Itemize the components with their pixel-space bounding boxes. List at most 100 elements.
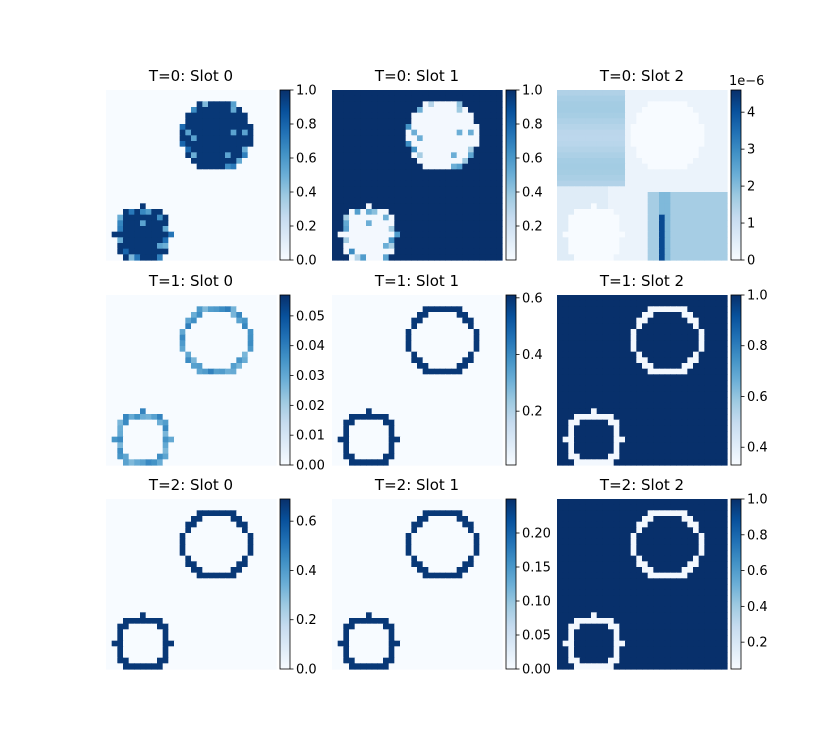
heatmap-cell [202,90,209,97]
heatmap-cell [428,385,435,392]
heatmap-cell [451,192,458,199]
heatmap-cell [106,317,113,324]
colorbar-tick-label: 0.0 [296,254,317,269]
heatmap-cell [123,112,130,119]
heatmap-cell [704,254,711,261]
heatmap-cell [394,112,401,119]
heatmap-cell [428,129,435,136]
heatmap-cell [185,351,192,358]
heatmap-cell [179,175,186,182]
heatmap-cell [247,419,254,426]
heatmap-cell [613,197,620,204]
heatmap-cell [360,329,367,336]
heatmap-cell [394,397,401,404]
heatmap-cell [337,436,344,443]
heatmap-cell [664,363,671,370]
heatmap-cell [608,203,615,210]
heatmap-cell [174,300,181,307]
heatmap-cell [388,186,395,193]
heatmap-cell [445,334,452,341]
heatmap-cell [630,357,637,364]
heatmap-cell [473,101,480,108]
heatmap-cell [456,351,463,358]
heatmap-cell [676,186,683,193]
heatmap-cell [230,408,237,415]
heatmap-cell [490,158,497,165]
heatmap-cell [704,248,711,255]
heatmap-cell [496,436,503,443]
heatmap-cell [698,226,705,233]
heatmap-cell [653,220,660,227]
heatmap-cell [117,169,124,176]
heatmap-cell [371,431,378,438]
heatmap-cell [383,146,390,153]
heatmap-cell [445,243,452,250]
heatmap-cell [253,459,260,466]
heatmap-cell [473,442,480,449]
colorbar-tick-label: 1.0 [296,84,317,99]
heatmap-cell [354,295,361,302]
heatmap-cell [422,340,429,347]
heatmap-cell [647,135,654,142]
heatmap-cell [625,334,632,341]
heatmap-cell [354,209,361,216]
heatmap-cell [168,248,175,255]
heatmap-cell [354,402,361,409]
heatmap-cell [602,175,609,182]
heatmap-cell [253,317,260,324]
heatmap-cell [687,248,694,255]
heatmap-cell [253,118,260,125]
heatmap-cell [462,300,469,307]
heatmap-cell [557,169,564,176]
heatmap-cell [473,220,480,227]
heatmap-cell [111,129,118,136]
heatmap-cell [715,163,722,170]
heatmap-cell [473,158,480,165]
heatmap-cell [608,300,615,307]
heatmap-cell [219,169,226,176]
heatmap-cell [613,158,620,165]
heatmap-cell [439,397,446,404]
heatmap-cell [625,175,632,182]
heatmap-cell [383,374,390,381]
heatmap-cell [630,124,637,131]
heatmap-cell [174,357,181,364]
heatmap-cell [417,408,424,415]
heatmap-cell [591,209,598,216]
heatmap-cell [259,368,266,375]
heatmap-cell [496,220,503,227]
heatmap-cell [253,203,260,210]
heatmap-cell [337,329,344,336]
heatmap-cell [704,95,711,102]
heatmap-cell [168,385,175,392]
heatmap-cell [162,124,169,131]
heatmap-cell [168,186,175,193]
heatmap-cell [236,300,243,307]
heatmap-cell [388,436,395,443]
heatmap-cell [117,380,124,387]
heatmap-cell [191,175,198,182]
colorbar-tick-label: 2 [747,180,755,195]
heatmap-cell [162,169,169,176]
heatmap-cell [636,357,643,364]
heatmap-cell [687,141,694,148]
heatmap-cell [490,346,497,353]
heatmap-cell [366,408,373,415]
heatmap-cell [602,254,609,261]
heatmap-cell [332,124,339,131]
heatmap-cell [360,397,367,404]
heatmap-cell [236,312,243,319]
heatmap-cell [185,329,192,336]
heatmap-cell [140,295,147,302]
heatmap-cell [117,220,124,227]
heatmap-cell [687,357,694,364]
heatmap-cell [185,408,192,415]
heatmap-cell [496,254,503,261]
heatmap-cell [168,419,175,426]
heatmap-cell [676,220,683,227]
heatmap-cell [676,248,683,255]
heatmap-cell [354,374,361,381]
heatmap-cell [230,254,237,261]
heatmap-cell [208,90,215,97]
heatmap-cell [721,248,728,255]
